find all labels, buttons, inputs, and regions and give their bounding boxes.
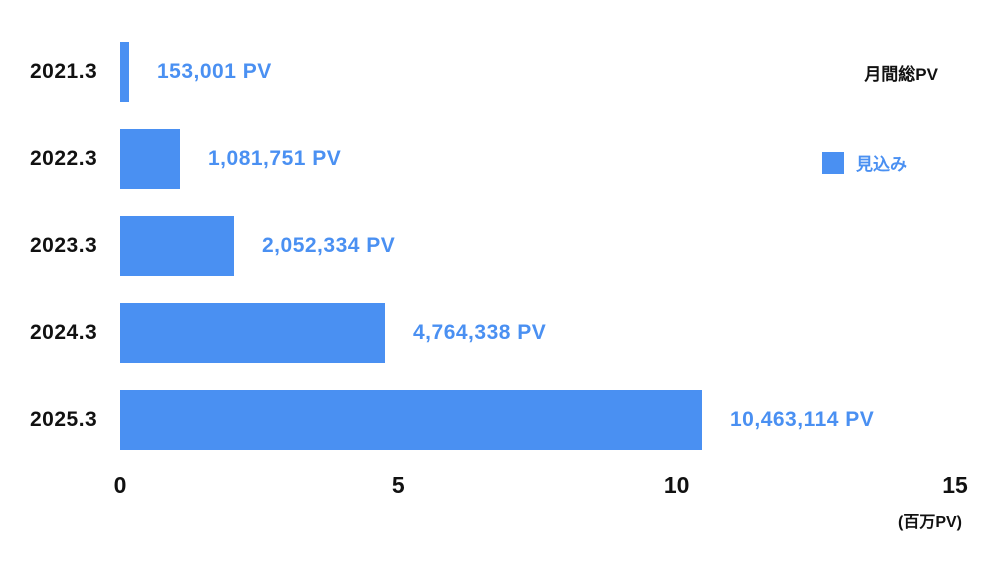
- x-tick: 0: [113, 472, 127, 498]
- category-label: 2025.3: [30, 407, 98, 431]
- category-label: 2024.3: [30, 320, 98, 344]
- plot-area: 2021.3 153,001 PV 2022.3 1,081,751 PV 2023.3…: [0, 28, 1000, 463]
- category-label: 2022.3: [30, 146, 98, 170]
- bar: [120, 215, 234, 276]
- x-tick: 10: [663, 472, 690, 498]
- bar-row: 2023.3 2,052,334 PV: [0, 202, 1000, 289]
- bar: [120, 128, 180, 189]
- bar-row: 2025.3 10,463,114 PV: [0, 376, 1000, 463]
- value-label: 1,081,751 PV: [208, 146, 342, 170]
- bar: [120, 389, 702, 450]
- x-tick: 5: [391, 472, 405, 498]
- category-label: 2021.3: [30, 59, 98, 83]
- bar: [120, 302, 385, 363]
- chart-title: 月間総PV: [864, 65, 938, 84]
- bar-row: 2022.3 1,081,751 PV: [0, 115, 1000, 202]
- value-label: 10,463,114 PV: [730, 407, 875, 431]
- category-label: 2023.3: [30, 233, 98, 257]
- value-label: 2,052,334 PV: [262, 233, 396, 257]
- legend-swatch: [822, 151, 844, 174]
- x-axis: 0 5 10 15: [0, 472, 1000, 506]
- value-label: 153,001 PV: [157, 59, 272, 83]
- x-axis-unit: (百万PV): [897, 514, 962, 531]
- value-label: 4,764,338 PV: [413, 320, 547, 344]
- bar: [120, 41, 129, 102]
- x-tick: 15: [942, 472, 968, 498]
- legend-label: 見込み: [856, 155, 907, 174]
- bar-row: 2024.3 4,764,338 PV: [0, 289, 1000, 376]
- bar-row: 2021.3 153,001 PV: [0, 28, 1000, 115]
- legend: 見込み: [822, 150, 907, 175]
